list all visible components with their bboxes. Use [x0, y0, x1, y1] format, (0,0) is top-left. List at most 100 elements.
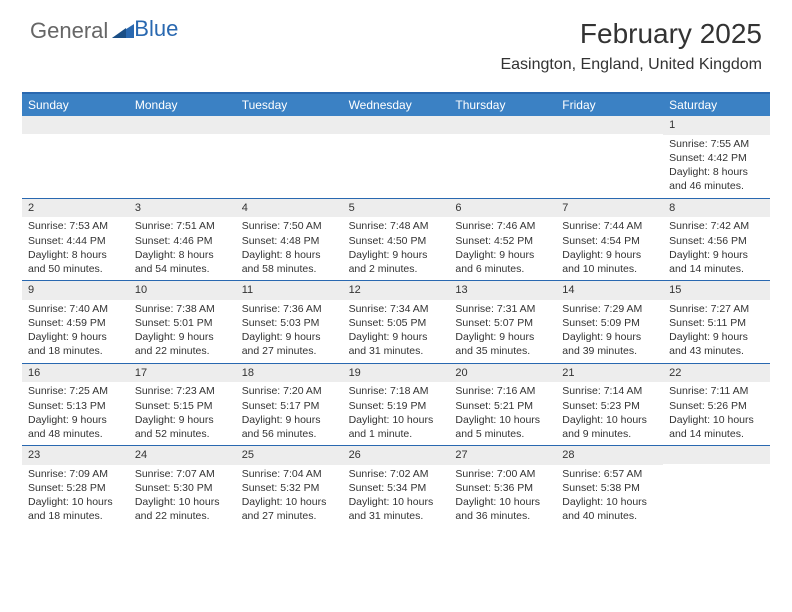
day-number — [343, 116, 450, 134]
day-details: Sunrise: 7:53 AMSunset: 4:44 PMDaylight:… — [22, 217, 129, 280]
day-details: Sunrise: 7:40 AMSunset: 4:59 PMDaylight:… — [22, 300, 129, 363]
sunset-text: Sunset: 4:44 PM — [28, 234, 123, 248]
day-cell: 6Sunrise: 7:46 AMSunset: 4:52 PMDaylight… — [449, 199, 556, 281]
day-number: 6 — [449, 199, 556, 218]
sunset-text: Sunset: 5:34 PM — [349, 481, 444, 495]
day-details: Sunrise: 7:36 AMSunset: 5:03 PMDaylight:… — [236, 300, 343, 363]
daylight-text: Daylight: 10 hours and 1 minute. — [349, 413, 444, 441]
weekday-header-row: Sunday Monday Tuesday Wednesday Thursday… — [22, 94, 770, 116]
day-number: 9 — [22, 281, 129, 300]
daylight-text: Daylight: 9 hours and 6 minutes. — [455, 248, 550, 276]
sunset-text: Sunset: 5:13 PM — [28, 399, 123, 413]
day-number: 20 — [449, 364, 556, 383]
sunset-text: Sunset: 5:07 PM — [455, 316, 550, 330]
week-row: 2Sunrise: 7:53 AMSunset: 4:44 PMDaylight… — [22, 198, 770, 281]
daylight-text: Daylight: 9 hours and 10 minutes. — [562, 248, 657, 276]
sunset-text: Sunset: 5:03 PM — [242, 316, 337, 330]
daylight-text: Daylight: 10 hours and 31 minutes. — [349, 495, 444, 523]
daylight-text: Daylight: 8 hours and 54 minutes. — [135, 248, 230, 276]
day-number: 25 — [236, 446, 343, 465]
day-cell — [343, 116, 450, 198]
day-number: 16 — [22, 364, 129, 383]
day-cell: 14Sunrise: 7:29 AMSunset: 5:09 PMDayligh… — [556, 281, 663, 363]
day-number: 28 — [556, 446, 663, 465]
day-number: 26 — [343, 446, 450, 465]
weekday-header: Wednesday — [343, 94, 450, 116]
sunset-text: Sunset: 4:46 PM — [135, 234, 230, 248]
day-cell — [449, 116, 556, 198]
sunset-text: Sunset: 5:36 PM — [455, 481, 550, 495]
day-number: 23 — [22, 446, 129, 465]
sunset-text: Sunset: 5:01 PM — [135, 316, 230, 330]
logo-text-2: Blue — [134, 16, 178, 42]
day-number: 24 — [129, 446, 236, 465]
sunset-text: Sunset: 4:50 PM — [349, 234, 444, 248]
day-cell: 22Sunrise: 7:11 AMSunset: 5:26 PMDayligh… — [663, 364, 770, 446]
sunrise-text: Sunrise: 7:55 AM — [669, 137, 764, 151]
daylight-text: Daylight: 10 hours and 40 minutes. — [562, 495, 657, 523]
day-cell: 10Sunrise: 7:38 AMSunset: 5:01 PMDayligh… — [129, 281, 236, 363]
day-number: 12 — [343, 281, 450, 300]
day-number: 2 — [22, 199, 129, 218]
week-row: 16Sunrise: 7:25 AMSunset: 5:13 PMDayligh… — [22, 363, 770, 446]
sunrise-text: Sunrise: 7:02 AM — [349, 467, 444, 481]
day-details: Sunrise: 7:50 AMSunset: 4:48 PMDaylight:… — [236, 217, 343, 280]
day-details: Sunrise: 7:51 AMSunset: 4:46 PMDaylight:… — [129, 217, 236, 280]
daylight-text: Daylight: 10 hours and 5 minutes. — [455, 413, 550, 441]
day-cell: 4Sunrise: 7:50 AMSunset: 4:48 PMDaylight… — [236, 199, 343, 281]
daylight-text: Daylight: 9 hours and 39 minutes. — [562, 330, 657, 358]
day-details: Sunrise: 7:09 AMSunset: 5:28 PMDaylight:… — [22, 465, 129, 528]
daylight-text: Daylight: 10 hours and 22 minutes. — [135, 495, 230, 523]
sunset-text: Sunset: 5:09 PM — [562, 316, 657, 330]
day-number: 11 — [236, 281, 343, 300]
day-details: Sunrise: 7:44 AMSunset: 4:54 PMDaylight:… — [556, 217, 663, 280]
logo: General Blue — [30, 18, 178, 44]
sunrise-text: Sunrise: 7:20 AM — [242, 384, 337, 398]
day-details: Sunrise: 7:20 AMSunset: 5:17 PMDaylight:… — [236, 382, 343, 445]
day-cell: 20Sunrise: 7:16 AMSunset: 5:21 PMDayligh… — [449, 364, 556, 446]
day-number: 27 — [449, 446, 556, 465]
sunset-text: Sunset: 5:30 PM — [135, 481, 230, 495]
title-block: February 2025 Easington, England, United… — [500, 18, 762, 74]
weekday-header: Tuesday — [236, 94, 343, 116]
daylight-text: Daylight: 8 hours and 46 minutes. — [669, 165, 764, 193]
day-cell: 16Sunrise: 7:25 AMSunset: 5:13 PMDayligh… — [22, 364, 129, 446]
daylight-text: Daylight: 10 hours and 9 minutes. — [562, 413, 657, 441]
daylight-text: Daylight: 9 hours and 56 minutes. — [242, 413, 337, 441]
day-number: 21 — [556, 364, 663, 383]
day-cell: 17Sunrise: 7:23 AMSunset: 5:15 PMDayligh… — [129, 364, 236, 446]
day-details: Sunrise: 7:34 AMSunset: 5:05 PMDaylight:… — [343, 300, 450, 363]
daylight-text: Daylight: 9 hours and 22 minutes. — [135, 330, 230, 358]
logo-triangle-icon — [112, 18, 134, 44]
day-details: Sunrise: 7:55 AMSunset: 4:42 PMDaylight:… — [663, 135, 770, 198]
daylight-text: Daylight: 8 hours and 58 minutes. — [242, 248, 337, 276]
sunset-text: Sunset: 4:48 PM — [242, 234, 337, 248]
day-details: Sunrise: 7:00 AMSunset: 5:36 PMDaylight:… — [449, 465, 556, 528]
day-cell: 21Sunrise: 7:14 AMSunset: 5:23 PMDayligh… — [556, 364, 663, 446]
day-number: 5 — [343, 199, 450, 218]
day-number — [663, 446, 770, 464]
daylight-text: Daylight: 9 hours and 52 minutes. — [135, 413, 230, 441]
daylight-text: Daylight: 9 hours and 2 minutes. — [349, 248, 444, 276]
daylight-text: Daylight: 10 hours and 36 minutes. — [455, 495, 550, 523]
day-number: 4 — [236, 199, 343, 218]
sunrise-text: Sunrise: 6:57 AM — [562, 467, 657, 481]
day-cell — [22, 116, 129, 198]
sunrise-text: Sunrise: 7:04 AM — [242, 467, 337, 481]
weekday-header: Friday — [556, 94, 663, 116]
day-details: Sunrise: 7:46 AMSunset: 4:52 PMDaylight:… — [449, 217, 556, 280]
sunrise-text: Sunrise: 7:48 AM — [349, 219, 444, 233]
sunset-text: Sunset: 4:56 PM — [669, 234, 764, 248]
day-cell: 3Sunrise: 7:51 AMSunset: 4:46 PMDaylight… — [129, 199, 236, 281]
day-cell: 26 Sunrise: 7:02 AMSunset: 5:34 PMDayligh… — [343, 446, 450, 528]
day-number: 3 — [129, 199, 236, 218]
sunset-text: Sunset: 5:11 PM — [669, 316, 764, 330]
weeks-container: 1Sunrise: 7:55 AMSunset: 4:42 PMDaylight… — [22, 116, 770, 528]
sunrise-text: Sunrise: 7:27 AM — [669, 302, 764, 316]
sunset-text: Sunset: 5:15 PM — [135, 399, 230, 413]
day-number: 8 — [663, 199, 770, 218]
day-cell: 28Sunrise: 6:57 AMSunset: 5:38 PMDayligh… — [556, 446, 663, 528]
day-cell: 9Sunrise: 7:40 AMSunset: 4:59 PMDaylight… — [22, 281, 129, 363]
sunset-text: Sunset: 4:42 PM — [669, 151, 764, 165]
day-cell — [663, 446, 770, 528]
